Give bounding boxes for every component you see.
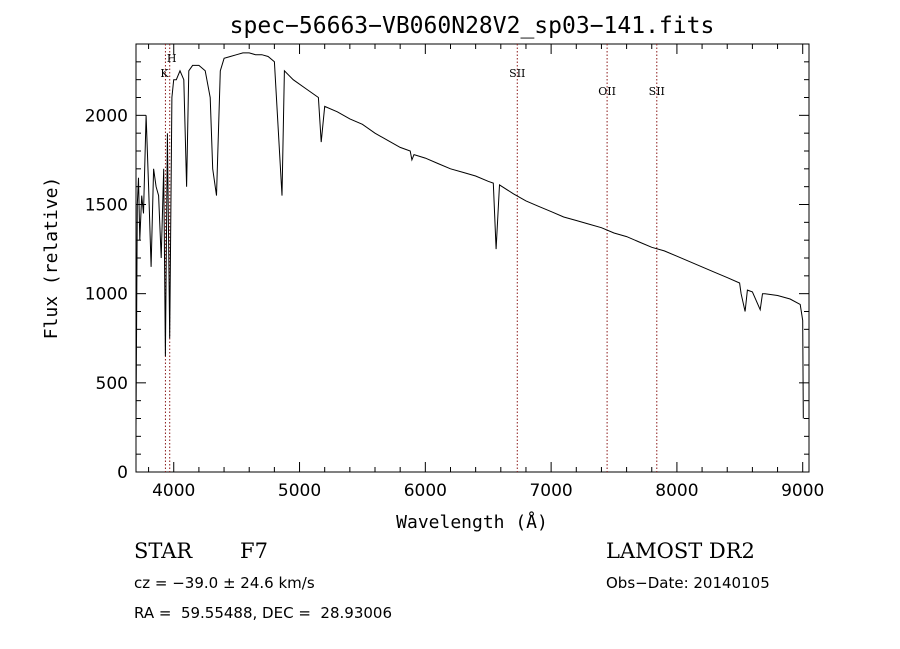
y-tick-label: 2000 — [85, 106, 128, 126]
obs-date-text: Obs−Date: 20140105 — [606, 574, 770, 592]
y-tick-label: 1500 — [85, 196, 128, 216]
x-tick-label: 6000 — [404, 481, 447, 501]
x-tick-label: 4000 — [152, 481, 195, 501]
y-axis-label: Flux (relative) — [41, 177, 62, 340]
spectral-lines: KH SII OII SII — [160, 44, 665, 472]
coords-text: RA = 59.55488, DEC = 28.93006 — [134, 604, 393, 622]
x-axis-label: Wavelength (Å) — [396, 511, 548, 533]
spectral-line-label: OII — [598, 85, 616, 98]
spectrum-line — [135, 52, 804, 428]
redshift-text: cz = −39.0 ± 24.6 km/s — [134, 574, 315, 592]
x-tick-label: 9000 — [781, 481, 824, 501]
y-tick-label: 500 — [96, 374, 128, 394]
spectral-line-label: K — [160, 67, 169, 80]
x-tick-label: 7000 — [529, 481, 572, 501]
axis-ticks — [136, 44, 809, 473]
survey-name: LAMOST DR2 — [606, 539, 755, 563]
y-tick-label: 1000 — [85, 285, 128, 305]
chart-title: spec−56663−VB060N28V2_sp03−141.fits — [230, 13, 715, 39]
spectrum-chart: 4000 5000 6000 7000 8000 9000 0 500 1000 1500 2000… — [41, 13, 825, 533]
plot-frame — [135, 43, 810, 473]
spectral-line-label: H — [167, 52, 177, 65]
object-class: STAR — [134, 539, 193, 563]
spectrum-series — [135, 52, 804, 428]
x-tick-label: 8000 — [655, 481, 698, 501]
object-subclass: F7 — [240, 539, 268, 563]
x-tick-label: 5000 — [278, 481, 321, 501]
axis-tick-labels: 4000 5000 6000 7000 8000 9000 0 500 1000 1500 2000 — [85, 106, 825, 501]
y-tick-label: 0 — [117, 463, 128, 483]
spectral-line-label: SII — [649, 85, 665, 98]
spectral-line-label: SII — [509, 67, 525, 80]
